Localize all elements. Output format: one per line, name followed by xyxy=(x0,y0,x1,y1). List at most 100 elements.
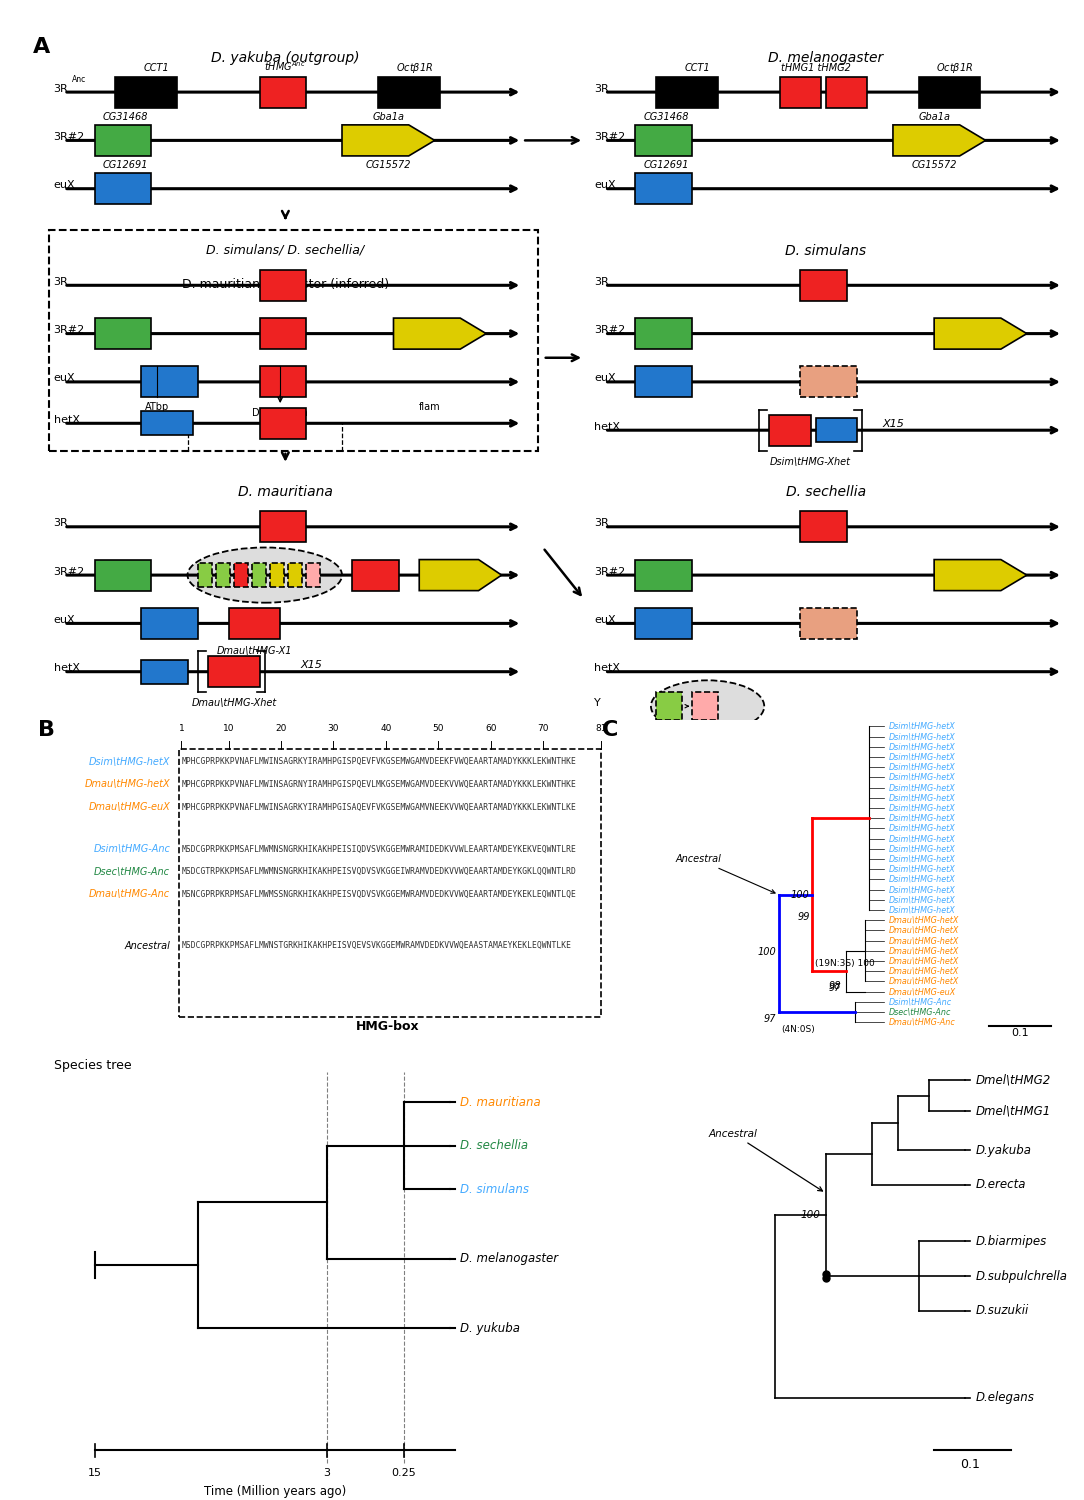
Text: Dsim\tHMG-hetX: Dsim\tHMG-hetX xyxy=(889,762,955,771)
Bar xyxy=(270,562,284,586)
Bar xyxy=(770,414,811,446)
Text: D.yakuba: D.yakuba xyxy=(976,1143,1031,1156)
Text: D.erecta: D.erecta xyxy=(976,1179,1025,1191)
Text: Dsim\tHMG-hetX: Dsim\tHMG-hetX xyxy=(889,885,955,894)
Text: CG31468: CG31468 xyxy=(103,111,149,122)
Text: 100: 100 xyxy=(758,946,776,957)
Bar xyxy=(288,562,302,586)
Text: 3R#2: 3R#2 xyxy=(594,326,625,334)
Text: Dmau\tHMG-euX: Dmau\tHMG-euX xyxy=(889,987,956,996)
Text: MPHCGPRPKKPVNAFLMWINSAGRKYIRAMHPGISPQEVFVKGSEMWGAMVDEEKFVWQEAARTAMADYKKKLEKWNTHK: MPHCGPRPKKPVNAFLMWINSAGRKYIRAMHPGISPQEVF… xyxy=(181,758,577,766)
Bar xyxy=(141,660,188,684)
Text: MSDCGPRPKKPMSAFLMWNSTGRKHIKAKHPEISVQEVSVKGGEMWRAMVDEDKVVWQEAASTAMAEYKEKLEQWNTLKE: MSDCGPRPKKPMSAFLMWNSTGRKHIKAKHPEISVQEVSV… xyxy=(181,942,571,951)
Text: 98: 98 xyxy=(828,981,841,992)
Text: Dsim\tHMG-hetX: Dsim\tHMG-hetX xyxy=(889,855,955,864)
Bar xyxy=(260,76,306,108)
Text: C: C xyxy=(603,720,619,740)
Polygon shape xyxy=(343,124,435,156)
Text: D. sechellia: D. sechellia xyxy=(461,1138,529,1152)
Text: Ancestral: Ancestral xyxy=(675,855,775,894)
Bar xyxy=(49,230,538,452)
Text: CG15572: CG15572 xyxy=(365,160,411,170)
Text: Ancestral: Ancestral xyxy=(125,940,170,951)
Text: Dmau\tHMG-Anc: Dmau\tHMG-Anc xyxy=(89,890,170,898)
Text: D. melanogaster: D. melanogaster xyxy=(461,1252,558,1266)
Text: 70: 70 xyxy=(538,724,549,734)
Text: X15: X15 xyxy=(882,419,904,429)
Polygon shape xyxy=(393,318,487,350)
Text: CG12691: CG12691 xyxy=(644,160,689,170)
Bar xyxy=(116,76,178,108)
Text: D. sechellia: D. sechellia xyxy=(786,486,866,500)
Text: Dsim\tHMG-hetX: Dsim\tHMG-hetX xyxy=(889,722,955,730)
Bar xyxy=(95,318,152,350)
Text: 3R: 3R xyxy=(54,84,68,93)
Ellipse shape xyxy=(188,548,343,603)
Text: Dmau\tHMG-hetX: Dmau\tHMG-hetX xyxy=(889,936,959,945)
Text: Dmau\tHMG-Xhet: Dmau\tHMG-Xhet xyxy=(191,698,276,708)
Text: ATbp: ATbp xyxy=(144,402,169,411)
Text: Dmau\tHMG-hetX: Dmau\tHMG-hetX xyxy=(889,915,959,924)
Text: euX: euX xyxy=(594,615,616,626)
Bar xyxy=(234,562,248,586)
Text: D. mauritiana: D. mauritiana xyxy=(237,486,333,500)
Bar xyxy=(229,608,281,639)
Bar xyxy=(378,76,440,108)
Text: Dsim\tHMG-Anc: Dsim\tHMG-Anc xyxy=(889,998,952,1006)
Text: 15: 15 xyxy=(88,1467,102,1478)
Text: 50: 50 xyxy=(433,724,444,734)
Polygon shape xyxy=(420,560,502,591)
Bar xyxy=(656,693,682,720)
Bar xyxy=(179,748,602,1017)
Bar xyxy=(816,419,857,442)
Text: Dsim\tHMG-hetX: Dsim\tHMG-hetX xyxy=(889,824,955,833)
Text: 3R: 3R xyxy=(54,278,68,286)
Text: D.elegans: D.elegans xyxy=(976,1392,1034,1404)
Bar xyxy=(208,656,260,687)
Text: D. simulans: D. simulans xyxy=(786,244,866,258)
Bar xyxy=(251,562,267,586)
Text: 10: 10 xyxy=(223,724,234,734)
Bar xyxy=(95,172,152,204)
Bar xyxy=(216,562,230,586)
Ellipse shape xyxy=(651,681,764,732)
Text: 3R#2: 3R#2 xyxy=(594,567,625,576)
Polygon shape xyxy=(934,560,1027,591)
Text: 100: 100 xyxy=(801,1210,821,1219)
Text: Dsim\tHMG-hetX: Dsim\tHMG-hetX xyxy=(889,813,955,822)
Text: MPHCGPRPKKPVNAFLMWINSAGRNYIRAMHPGISPQEVLMKGSEMWGAMVDEEKVVWQEAARTAMADYKKKLEKWNTHK: MPHCGPRPKKPVNAFLMWINSAGRNYIRAMHPGISPQEVL… xyxy=(181,780,577,789)
Text: 100: 100 xyxy=(791,890,810,900)
Text: D.suzukii: D.suzukii xyxy=(976,1305,1029,1317)
Text: hetX: hetX xyxy=(594,422,620,432)
Text: D. simulans: D. simulans xyxy=(461,1182,529,1196)
Text: Time (Million years ago): Time (Million years ago) xyxy=(204,1485,346,1498)
Text: D. simulans/ D. sechellia/: D. simulans/ D. sechellia/ xyxy=(206,244,364,256)
Text: 3R#2: 3R#2 xyxy=(54,132,85,142)
Text: CCT1: CCT1 xyxy=(684,63,710,74)
Text: D. mauritiana ancestor (inferred): D. mauritiana ancestor (inferred) xyxy=(182,279,389,291)
Text: euX: euX xyxy=(594,374,616,384)
Bar xyxy=(260,366,306,398)
Text: Dsim\tHMG-hetX: Dsim\tHMG-hetX xyxy=(889,804,955,813)
Text: Y: Y xyxy=(594,698,601,708)
Text: Dmau\tHMG-hetX: Dmau\tHMG-hetX xyxy=(889,946,959,956)
Text: tHMG1 tHMG2: tHMG1 tHMG2 xyxy=(780,63,851,74)
Text: 40: 40 xyxy=(380,724,391,734)
Text: (4N:0S): (4N:0S) xyxy=(782,1026,815,1035)
Text: euX: euX xyxy=(54,374,75,384)
Text: 3R: 3R xyxy=(594,84,609,93)
Text: Dsim\tHMG-hetX: Dsim\tHMG-hetX xyxy=(889,732,955,741)
Bar xyxy=(635,318,693,350)
Text: Dmau\tHMG-hetX: Dmau\tHMG-hetX xyxy=(889,926,959,934)
Text: hetX: hetX xyxy=(54,663,79,674)
Text: 20: 20 xyxy=(275,724,287,734)
Text: D. mauritiana: D. mauritiana xyxy=(461,1095,541,1108)
Text: 60: 60 xyxy=(485,724,496,734)
Text: Dsim\tHMG-Anc: Dsim\tHMG-Anc xyxy=(93,844,170,853)
Bar xyxy=(635,172,693,204)
Text: Duplication: Duplication xyxy=(253,408,308,419)
Text: Oct$\beta$1R: Oct$\beta$1R xyxy=(937,62,973,75)
Bar xyxy=(306,562,321,586)
Text: B: B xyxy=(38,720,54,740)
Bar xyxy=(141,608,198,639)
